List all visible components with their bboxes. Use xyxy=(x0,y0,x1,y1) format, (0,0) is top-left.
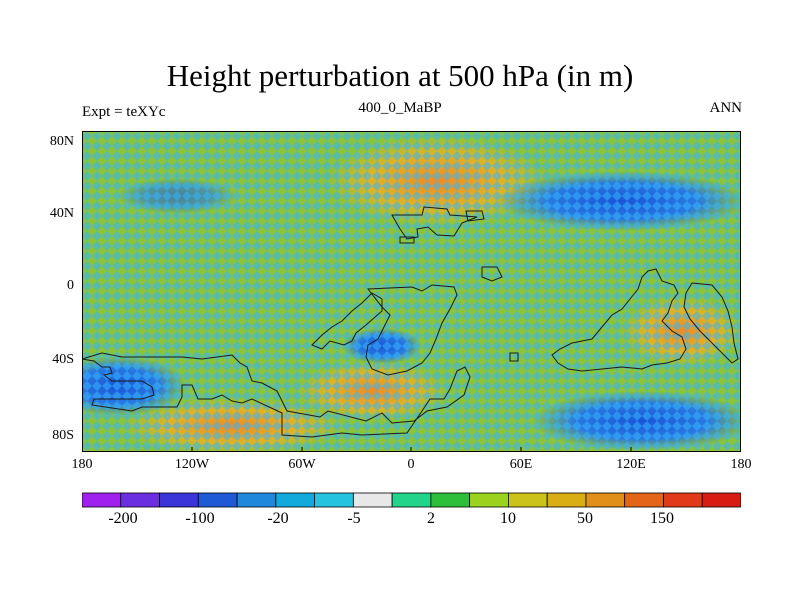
colorbar-label: 150 xyxy=(650,510,674,527)
time-label: 400_0_MaBP xyxy=(358,100,442,116)
x-tick-label: 120W xyxy=(174,457,210,472)
colorbar-swatch xyxy=(663,492,703,508)
y-tick-label: 0 xyxy=(67,278,74,293)
experiment-label: Expt = teXYc xyxy=(82,104,166,120)
x-tick-label: 0 xyxy=(407,457,415,472)
colorbar-label: 2 xyxy=(427,510,435,527)
x-tick-label: 60E xyxy=(509,457,533,472)
colorbar-label: -100 xyxy=(185,510,215,527)
colorbar-swatch xyxy=(82,492,122,508)
x-tick-label: 120E xyxy=(616,457,646,472)
colorbar-swatch xyxy=(624,492,664,508)
height-perturbation-map xyxy=(82,131,741,452)
colorbar-swatch xyxy=(585,492,626,508)
colorbar-swatch xyxy=(546,492,587,508)
colorbar-swatch xyxy=(430,492,471,508)
colorbar-swatch xyxy=(275,492,315,508)
colorbar-label: -20 xyxy=(267,510,289,527)
y-tick-label: 80N xyxy=(49,134,74,149)
season-label: ANN xyxy=(709,100,743,116)
x-tick-label: 60W xyxy=(288,457,316,472)
colorbar-swatch xyxy=(314,492,354,508)
colorbar xyxy=(82,492,741,508)
crosshatch-overlay xyxy=(82,131,741,452)
colorbar-swatch xyxy=(391,492,432,508)
colorbar-label: -200 xyxy=(108,510,138,527)
colorbar-swatch xyxy=(236,492,277,508)
colorbar-swatches xyxy=(82,492,741,508)
colorbar-swatch xyxy=(469,492,509,508)
colorbar-label: 10 xyxy=(500,510,516,527)
y-tick-label: 40N xyxy=(49,206,74,221)
colorbar-swatch xyxy=(197,492,238,508)
plot-title: Height perturbation at 500 hPa (in m) xyxy=(166,58,634,93)
colorbar-swatch xyxy=(159,492,199,508)
colorbar-swatch xyxy=(120,492,160,508)
y-tick-label: 80S xyxy=(52,428,74,443)
colorbar-swatch xyxy=(701,492,741,508)
colorbar-label: -5 xyxy=(347,510,361,527)
tick-marks xyxy=(191,447,632,452)
colorbar-label: 50 xyxy=(577,510,593,527)
y-tick-label: 40S xyxy=(52,352,74,367)
colorbar-swatch xyxy=(508,492,548,508)
x-tick-label: 180 xyxy=(71,457,93,472)
colorbar-swatch xyxy=(352,492,393,508)
continent-outlines xyxy=(82,206,739,438)
x-tick-label: 180 xyxy=(730,457,752,472)
